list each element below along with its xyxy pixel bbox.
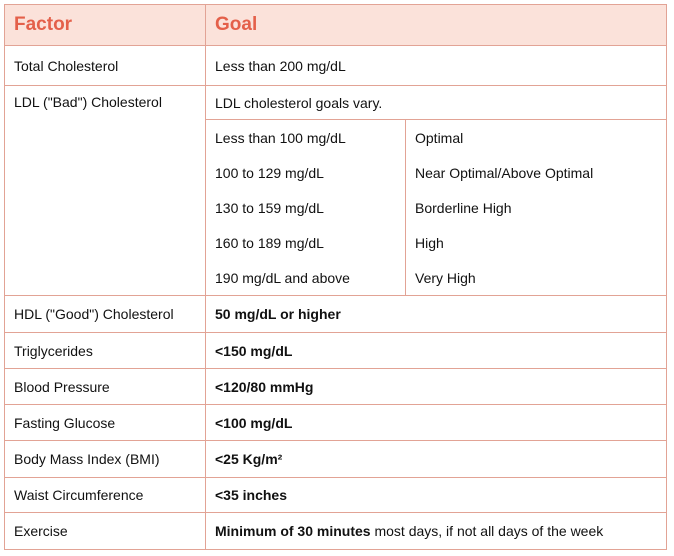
factor-cell: Body Mass Index (BMI): [4, 440, 206, 478]
level-range: 100 to 129 mg/dL: [205, 155, 406, 190]
goal-text: <25 Kg/m²: [215, 451, 283, 467]
goal-text: <100 mg/dL: [215, 414, 293, 431]
row: HDL ("Good") Cholesterol 50 mg/dL or hig…: [4, 295, 668, 333]
header-cell: Goal: [204, 4, 668, 46]
row: Body Mass Index (BMI) <25 Kg/m²: [4, 440, 668, 478]
goal-cell: Minimum of 30 minutes most days, if not …: [204, 512, 668, 550]
level-range: 160 to 189 mg/dL: [205, 225, 406, 260]
level-range: Less than 100 mg/dL: [205, 119, 406, 155]
row: Total Cholesterol Less than 200 mg/dL: [4, 45, 668, 86]
goal-text: <120/80 mmHg: [215, 378, 314, 395]
level-category: Near Optimal/Above Optimal: [404, 155, 668, 190]
header-cell: Factor: [4, 4, 206, 46]
goal-text: <150 mg/dL: [215, 342, 293, 359]
level-row: 160 to 189 mg/dL High: [5, 225, 668, 260]
goal-text: Minimum of 30 minutes: [215, 523, 371, 539]
level-range: 130 to 159 mg/dL: [205, 190, 406, 225]
level-category: Very High: [404, 260, 668, 296]
factor-cell: Exercise: [4, 512, 206, 550]
goal-text: most days, if not all days of the week: [374, 523, 604, 539]
level-row: 100 to 129 mg/dL Near Optimal/Above Opti…: [5, 155, 668, 190]
goal-cell: 50 mg/dL or higher: [204, 295, 668, 333]
goal-cell: <150 mg/dL: [204, 332, 668, 369]
level-row: 190 mg/dL and above Very High: [5, 260, 668, 296]
level-category: Borderline High: [404, 190, 668, 225]
goal-cell: <25 Kg/m²: [204, 440, 668, 478]
factor-cell: Triglycerides: [4, 332, 206, 369]
row: Fasting Glucose <100 mg/dL: [4, 404, 668, 441]
level-category: Optimal: [404, 119, 668, 155]
goal-cell: Less than 200 mg/dL: [204, 45, 668, 86]
factor-cell: HDL ("Good") Cholesterol: [4, 295, 206, 333]
factor-cell: Waist Circumference: [4, 477, 206, 513]
goals-table: Factor Goal Total Cholesterol Less than …: [4, 4, 668, 550]
goal-cell: LDL cholesterol goals vary.: [204, 85, 668, 120]
row: Triglycerides <150 mg/dL: [4, 332, 668, 369]
goal-cell: <100 mg/dL: [204, 404, 668, 441]
header-row: Factor Goal: [4, 4, 668, 46]
level-row: 130 to 159 mg/dL Borderline High: [5, 190, 668, 225]
level-category: High: [404, 225, 668, 260]
row: Waist Circumference <35 inches: [4, 477, 668, 513]
row: Blood Pressure <120/80 mmHg: [4, 368, 668, 405]
goal-cell: <120/80 mmHg: [204, 368, 668, 405]
level-range: 190 mg/dL and above: [205, 260, 406, 296]
factor-cell: Fasting Glucose: [4, 404, 206, 441]
level-row: Less than 100 mg/dL Optimal: [5, 119, 668, 155]
factor-cell: LDL ("Bad") Cholesterol: [4, 85, 206, 296]
goal-text: 50 mg/dL or higher: [215, 306, 341, 322]
factor-cell: Blood Pressure: [4, 368, 206, 405]
factor-cell: Total Cholesterol: [4, 45, 206, 86]
goal-text: <35 inches: [215, 487, 287, 503]
goal-cell: <35 inches: [204, 477, 668, 513]
row: LDL ("Bad") Cholesterol LDL cholesterol …: [4, 85, 668, 296]
row: Exercise Minimum of 30 minutes most days…: [4, 512, 668, 550]
